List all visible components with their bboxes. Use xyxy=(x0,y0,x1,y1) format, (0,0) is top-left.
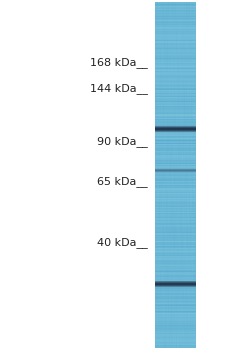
Text: 168 kDa__: 168 kDa__ xyxy=(90,57,148,69)
Text: 144 kDa__: 144 kDa__ xyxy=(90,84,148,94)
Text: 65 kDa__: 65 kDa__ xyxy=(97,176,148,188)
Text: 90 kDa__: 90 kDa__ xyxy=(97,136,148,147)
Text: 40 kDa__: 40 kDa__ xyxy=(97,238,148,248)
